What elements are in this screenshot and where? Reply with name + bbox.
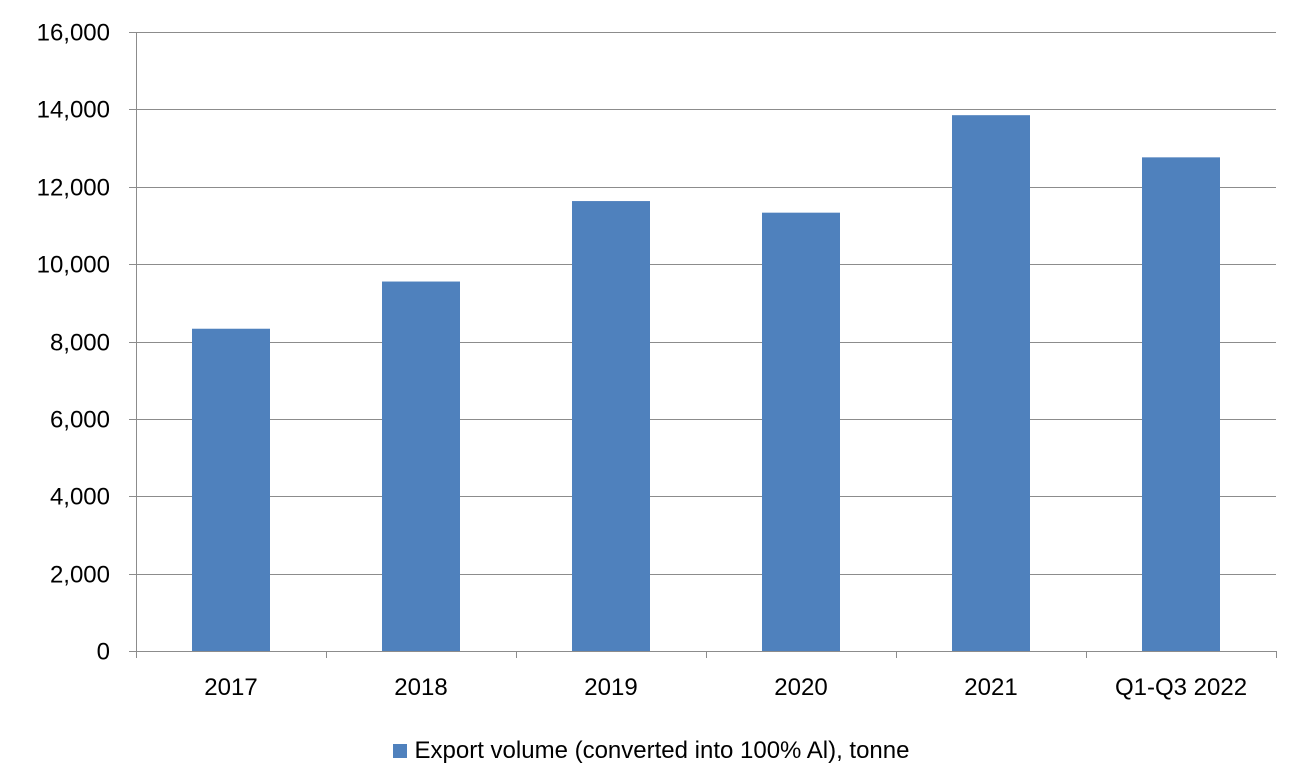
bar (192, 328, 270, 651)
y-tick-label: 0 (97, 639, 110, 666)
bar (952, 115, 1030, 652)
bars (192, 115, 1220, 652)
bar (382, 281, 460, 651)
axes (129, 32, 1277, 658)
y-tick-label: 8,000 (50, 330, 110, 357)
legend-label: Export volume (converted into 100% Al), … (414, 737, 910, 764)
y-tick-label: 6,000 (50, 407, 110, 434)
x-tick-label: Q1-Q3 2022 (1115, 674, 1247, 701)
bar (762, 212, 840, 651)
x-tick-label: 2017 (204, 674, 257, 701)
y-tick-label: 12,000 (37, 175, 110, 202)
y-tick-labels: 0 2,000 4,000 6,000 8,000 10,000 12,000 14,000 1… (37, 20, 110, 666)
y-tick-label: 10,000 (37, 252, 110, 279)
gridlines (136, 32, 1276, 575)
y-tick-label: 16,000 (37, 20, 110, 47)
bar (1142, 157, 1220, 651)
y-tick-label: 4,000 (50, 484, 110, 511)
y-tick-label: 2,000 (50, 562, 110, 589)
x-tick-label: 2021 (964, 674, 1017, 701)
legend: Export volume (converted into 100% Al), … (0, 734, 1302, 768)
x-tick-label: 2020 (774, 674, 827, 701)
y-tick-label: 14,000 (37, 97, 110, 124)
x-tick-label: 2019 (584, 674, 637, 701)
x-tick-labels: 2017 2018 2019 2020 2021 Q1-Q3 2022 (204, 674, 1247, 701)
legend-swatch (392, 744, 407, 758)
x-tick-label: 2018 (394, 674, 447, 701)
bar (572, 201, 650, 651)
